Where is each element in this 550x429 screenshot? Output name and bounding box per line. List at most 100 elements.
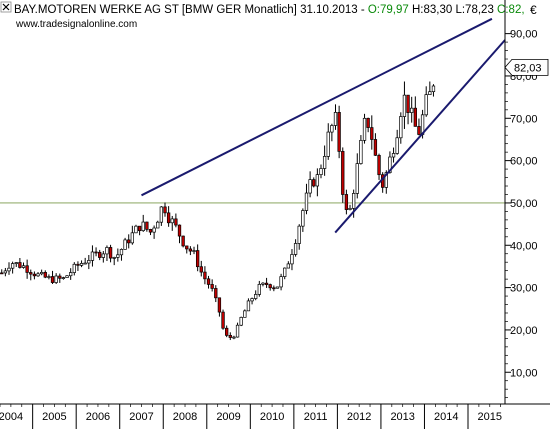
candle-body bbox=[384, 172, 388, 188]
candle-body bbox=[79, 263, 84, 266]
candle-body bbox=[101, 253, 105, 258]
candle-body bbox=[391, 153, 396, 158]
last-price-marker bbox=[504, 58, 549, 76]
candle-body bbox=[377, 154, 381, 176]
y-tick-label: 20,00 bbox=[510, 325, 538, 337]
candle-body bbox=[134, 225, 138, 234]
source-label: www.tradesignalonline.com bbox=[15, 19, 137, 30]
candle-body bbox=[163, 206, 167, 214]
candle-body bbox=[344, 194, 349, 210]
candle-body bbox=[330, 125, 334, 133]
candle-body bbox=[203, 271, 207, 280]
close-icon[interactable] bbox=[0, 1, 12, 13]
candle-body bbox=[362, 117, 367, 141]
y-tick-label: 90,00 bbox=[510, 29, 538, 41]
candle-body bbox=[43, 272, 47, 278]
candle-body bbox=[188, 248, 193, 252]
candle-body bbox=[424, 94, 428, 116]
candle-body bbox=[108, 247, 113, 259]
candle-body bbox=[0, 272, 4, 275]
candle-body bbox=[54, 275, 58, 283]
x-tick-label: 2013 bbox=[390, 411, 414, 423]
x-tick-label: 2004 bbox=[0, 411, 23, 423]
x-tick-label: 2015 bbox=[478, 411, 502, 423]
candle-body bbox=[145, 221, 149, 230]
candle-body bbox=[359, 140, 363, 164]
candle-body bbox=[166, 212, 171, 224]
candle-body bbox=[293, 243, 298, 255]
candle-body bbox=[217, 297, 222, 313]
candle-body bbox=[14, 262, 18, 264]
candle-body bbox=[283, 267, 287, 277]
candle-body bbox=[254, 294, 258, 299]
candle-body bbox=[399, 116, 403, 139]
trend-lines bbox=[141, 17, 506, 234]
candle-body bbox=[137, 225, 142, 232]
candle-body bbox=[410, 107, 414, 113]
candle-body bbox=[39, 272, 44, 275]
candle-body bbox=[301, 210, 305, 227]
last-price-label: 82,03 bbox=[514, 62, 542, 74]
ohlc-o: O:79,97 bbox=[368, 4, 412, 16]
candle-body bbox=[272, 287, 276, 290]
candle-body bbox=[90, 251, 95, 261]
candle-body bbox=[47, 276, 51, 278]
candle-body bbox=[264, 282, 269, 285]
y-tick-label: 70,00 bbox=[510, 113, 538, 125]
candle-body bbox=[319, 168, 323, 175]
candle-body bbox=[152, 227, 156, 233]
candle-body bbox=[148, 229, 153, 233]
chart-title: BAY.MOTOREN WERKE AG ST [BMW GER Monatli… bbox=[14, 4, 525, 16]
candle-body bbox=[304, 192, 309, 211]
x-tick-label: 2011 bbox=[304, 411, 328, 423]
candle-body bbox=[333, 112, 338, 126]
x-axis-band bbox=[0, 404, 550, 429]
x-tick-label: 2010 bbox=[260, 411, 284, 423]
candle-body bbox=[185, 245, 189, 250]
candle-body bbox=[431, 85, 436, 93]
candle-body bbox=[21, 265, 26, 268]
candle-body bbox=[413, 107, 417, 127]
candle-body bbox=[25, 265, 29, 273]
candle-body bbox=[417, 126, 421, 135]
ohlc-h: H:83,30 bbox=[412, 4, 455, 16]
candle-body bbox=[206, 278, 211, 285]
candle-body bbox=[250, 298, 254, 302]
candle-body bbox=[257, 283, 261, 295]
candle-body bbox=[351, 193, 356, 209]
candle-body bbox=[94, 251, 98, 254]
candle-body bbox=[279, 276, 283, 288]
candle-body bbox=[235, 324, 240, 338]
candle-body bbox=[225, 327, 229, 336]
candle-body bbox=[326, 131, 330, 157]
candle-body bbox=[174, 218, 178, 226]
candle-body bbox=[246, 300, 251, 312]
candle-body bbox=[130, 232, 135, 244]
candle-body bbox=[322, 156, 327, 169]
candle-body bbox=[29, 272, 33, 275]
candle-body bbox=[373, 139, 378, 156]
currency-symbol: € bbox=[530, 3, 537, 17]
candle-body bbox=[7, 267, 11, 272]
candle-body bbox=[297, 225, 301, 244]
candle-body bbox=[348, 208, 352, 210]
candle-body bbox=[159, 206, 164, 223]
candle-body bbox=[98, 251, 102, 258]
y-tick-label: 30,00 bbox=[510, 283, 538, 295]
trend-line bbox=[334, 39, 506, 234]
y-tick-label: 10,00 bbox=[510, 367, 538, 379]
y-tick-label: 40,00 bbox=[510, 240, 538, 252]
candle-body bbox=[36, 273, 40, 277]
ohlc-l: L:78,23 bbox=[455, 4, 497, 16]
candle-body bbox=[286, 263, 290, 269]
candle-body bbox=[337, 112, 341, 152]
candle-body bbox=[18, 262, 22, 268]
candle-body bbox=[112, 257, 116, 259]
x-tick-label: 2014 bbox=[434, 411, 458, 423]
candle-body bbox=[156, 221, 160, 229]
candle-body bbox=[210, 284, 214, 289]
candle-body bbox=[50, 276, 55, 283]
